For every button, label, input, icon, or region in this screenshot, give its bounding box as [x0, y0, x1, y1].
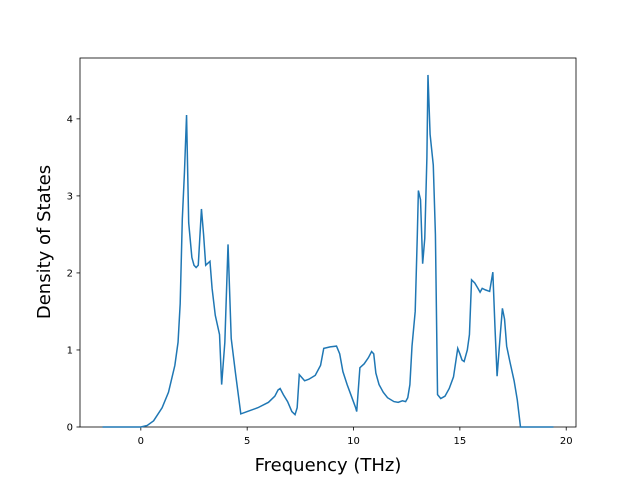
y-axis-label: Density of States [34, 165, 55, 319]
y-tick-label: 4 [67, 114, 73, 125]
y-tick-label: 0 [67, 423, 73, 434]
line-series [102, 74, 554, 428]
y-tick-label: 1 [67, 345, 73, 356]
x-tick-label: 5 [244, 436, 250, 447]
axes-frame [79, 57, 577, 428]
x-tick-label: 20 [560, 436, 573, 447]
x-tick-label: 10 [347, 436, 360, 447]
y-tick-label: 2 [67, 268, 73, 279]
y-tick-label: 3 [67, 191, 73, 202]
x-tick-label: 15 [454, 436, 467, 447]
x-axis-label: Frequency (THz) [255, 455, 402, 476]
x-tick-label: 0 [138, 436, 144, 447]
